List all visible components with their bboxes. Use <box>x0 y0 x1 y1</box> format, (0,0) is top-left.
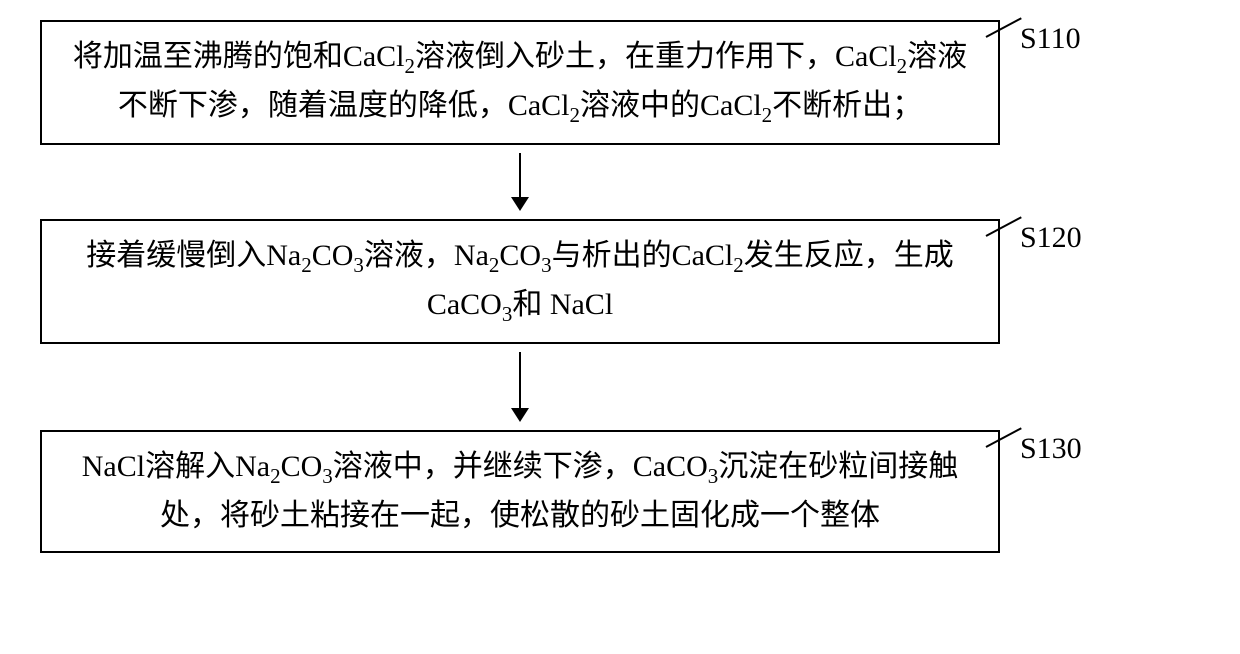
step-text-s120: 接着缓慢倒入Na2CO3溶液，Na2CO3与析出的CaCl2发生反应，生成CaC… <box>86 239 954 321</box>
arrow-s110-s120 <box>511 153 529 211</box>
flowchart-container: 将加温至沸腾的饱和CaCl2溶液倒入砂土，在重力作用下，CaCl2溶液不断下渗，… <box>40 20 1200 553</box>
step-box-s120: 接着缓慢倒入Na2CO3溶液，Na2CO3与析出的CaCl2发生反应，生成CaC… <box>40 219 1000 344</box>
arrow-shaft-2 <box>519 352 521 408</box>
step-label-s120: S120 <box>1020 219 1082 255</box>
step-box-s110: 将加温至沸腾的饱和CaCl2溶液倒入砂土，在重力作用下，CaCl2溶液不断下渗，… <box>40 20 1000 145</box>
arrow-shaft-1 <box>519 153 521 197</box>
step-text-s110: 将加温至沸腾的饱和CaCl2溶液倒入砂土，在重力作用下，CaCl2溶液不断下渗，… <box>73 40 967 122</box>
step-row-s130: NaCl溶解入Na2CO3溶液中，并继续下渗，CaCO3沉淀在砂粒间接触处，将砂… <box>40 430 1200 553</box>
arrow-head-2 <box>511 408 529 422</box>
arrow-head-1 <box>511 197 529 211</box>
step-label-text-s120: S120 <box>1020 221 1082 254</box>
step-label-s130: S130 <box>1020 430 1082 466</box>
step-text-s130: NaCl溶解入Na2CO3溶液中，并继续下渗，CaCO3沉淀在砂粒间接触处，将砂… <box>82 450 959 532</box>
step-row-s120: 接着缓慢倒入Na2CO3溶液，Na2CO3与析出的CaCl2发生反应，生成CaC… <box>40 219 1200 344</box>
step-box-s130: NaCl溶解入Na2CO3溶液中，并继续下渗，CaCO3沉淀在砂粒间接触处，将砂… <box>40 430 1000 553</box>
step-row-s110: 将加温至沸腾的饱和CaCl2溶液倒入砂土，在重力作用下，CaCl2溶液不断下渗，… <box>40 20 1200 145</box>
step-label-s110: S110 <box>1020 20 1081 56</box>
step-label-text-s130: S130 <box>1020 432 1082 465</box>
arrow-s120-s130 <box>511 352 529 422</box>
step-label-text-s110: S110 <box>1020 22 1081 55</box>
